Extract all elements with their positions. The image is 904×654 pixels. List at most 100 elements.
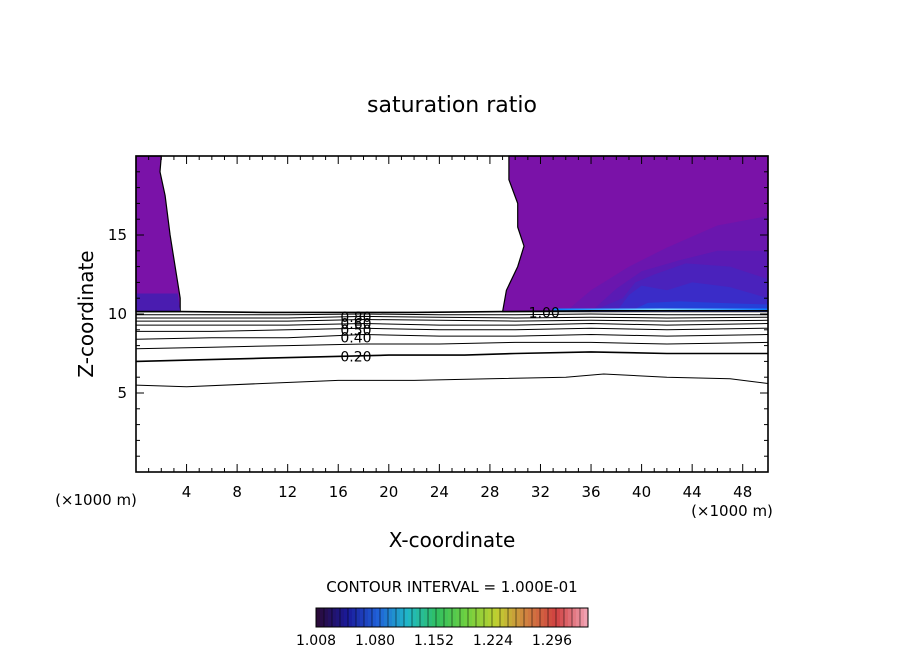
colorbar-tick-label: 1.296	[532, 633, 572, 649]
colorbar-cell	[332, 608, 337, 627]
colorbar-cell	[364, 608, 369, 627]
contour-line	[135, 341, 769, 350]
contour-label: 0.50	[340, 323, 371, 339]
colorbar-cell	[480, 608, 485, 627]
region-left-inner	[136, 293, 181, 312]
colorbar-cell	[540, 608, 545, 627]
colorbar-cell	[496, 608, 501, 627]
colorbar-cell	[384, 608, 389, 627]
contour-line	[136, 322, 769, 326]
colorbar-cell	[376, 608, 381, 627]
colorbar-cell	[584, 608, 589, 627]
supersaturation-region-left	[135, 155, 181, 313]
colorbar-cell	[484, 608, 489, 627]
colorbar-cell	[532, 608, 537, 627]
contour-line	[136, 318, 769, 322]
colorbar-cell	[456, 608, 461, 627]
colorbar-cell	[448, 608, 453, 627]
colorbar-cell	[408, 608, 413, 627]
y-axis-label: Z-coordinate	[74, 250, 98, 377]
colorbar-cell	[512, 608, 517, 627]
colorbar: 1.008 1.080 1.152 1.224 1.296	[296, 607, 589, 649]
colorbar-cell	[440, 608, 445, 627]
colorbar-tick-label: 1.224	[473, 633, 513, 649]
colorbar-frame	[315, 607, 589, 628]
colorbar-cell	[324, 608, 329, 627]
contour-line	[135, 351, 768, 363]
contour-label: 0.40	[340, 331, 371, 347]
colorbar-cell	[516, 608, 521, 627]
colorbar-cell	[544, 608, 549, 627]
colorbar-cell	[348, 608, 353, 627]
colorbar-cell	[504, 608, 509, 627]
x-tick-label: 8	[232, 483, 242, 501]
x-tick-label: 20	[379, 483, 398, 501]
colorbar-cell	[368, 608, 373, 627]
colorbar-cell	[472, 608, 477, 627]
colorbar-cell	[508, 608, 513, 627]
x-tick-label: 28	[480, 483, 499, 501]
colorbar-cell	[464, 608, 469, 627]
colorbar-cell	[336, 608, 341, 627]
colorbar-cell	[424, 608, 429, 627]
colorbar-cell	[536, 608, 541, 627]
colorbar-cell	[344, 608, 349, 627]
colorbar-cell	[420, 608, 425, 627]
contour-line	[136, 315, 769, 319]
colorbar-cell	[468, 608, 473, 627]
colorbar-cell	[548, 608, 553, 627]
x-tick-label: 12	[278, 483, 297, 501]
colorbar-cell	[432, 608, 437, 627]
contour-line	[135, 333, 769, 340]
y-tick-label: 5	[117, 384, 127, 402]
colorbar-cell	[560, 608, 565, 627]
x-tick-label: 44	[683, 483, 702, 501]
colorbar-cell	[392, 608, 397, 627]
colorbar-cell	[388, 608, 393, 627]
colorbar-tick-label: 1.008	[296, 633, 336, 649]
colorbar-cell	[476, 608, 481, 627]
contour-line	[136, 309, 768, 314]
colorbar-cell	[524, 608, 529, 627]
x-tick-label: 4	[182, 483, 192, 501]
colorbar-cell	[372, 608, 377, 627]
colorbar-cell	[580, 608, 585, 627]
colorbar-cell	[396, 608, 401, 627]
contour-interval-label: CONTOUR INTERVAL = 1.000E-01	[326, 578, 577, 596]
contour-line	[136, 327, 769, 332]
colorbar-cell	[572, 608, 577, 627]
contour-label: 0.80	[340, 310, 371, 326]
x-tick-label: 16	[329, 483, 348, 501]
colorbar-cell	[460, 608, 465, 627]
x-tick-label: 48	[733, 483, 752, 501]
chart-title: saturation ratio	[367, 93, 537, 118]
colorbar-cell	[428, 608, 433, 627]
colorbar-cell	[360, 608, 365, 627]
colorbar-cell	[564, 608, 569, 627]
colorbar-cell	[412, 608, 417, 627]
y-tick-label: 15	[108, 226, 127, 244]
x-unit-left: (×1000 m)	[55, 491, 137, 509]
colorbar-cell	[492, 608, 497, 627]
colorbar-cell	[416, 608, 421, 627]
colorbar-cell	[452, 608, 457, 627]
contour-line	[135, 373, 769, 388]
colorbar-cell	[568, 608, 573, 627]
colorbar-cell	[316, 608, 321, 627]
colorbar-cell	[320, 608, 325, 627]
plot-area: 0.800.600.500.40 0.20 1.00	[135, 155, 769, 388]
contour-label: 0.20	[340, 350, 371, 366]
colorbar-cell	[340, 608, 345, 627]
x-axis: 4 8 12 16 20 24 28 32 36 40 44 48	[148, 156, 756, 501]
colorbar-cell	[528, 608, 533, 627]
y-axis: 5 10 15	[108, 171, 768, 457]
x-unit-right: (×1000 m)	[691, 502, 773, 520]
colorbar-cell	[404, 608, 409, 627]
y-tick-label: 10	[108, 305, 127, 323]
colorbar-cell	[520, 608, 525, 627]
x-axis-label: X-coordinate	[389, 528, 516, 552]
colorbar-tick-label: 1.080	[355, 633, 395, 649]
contour-label: 0.60	[340, 316, 371, 332]
x-tick-label: 40	[632, 483, 651, 501]
